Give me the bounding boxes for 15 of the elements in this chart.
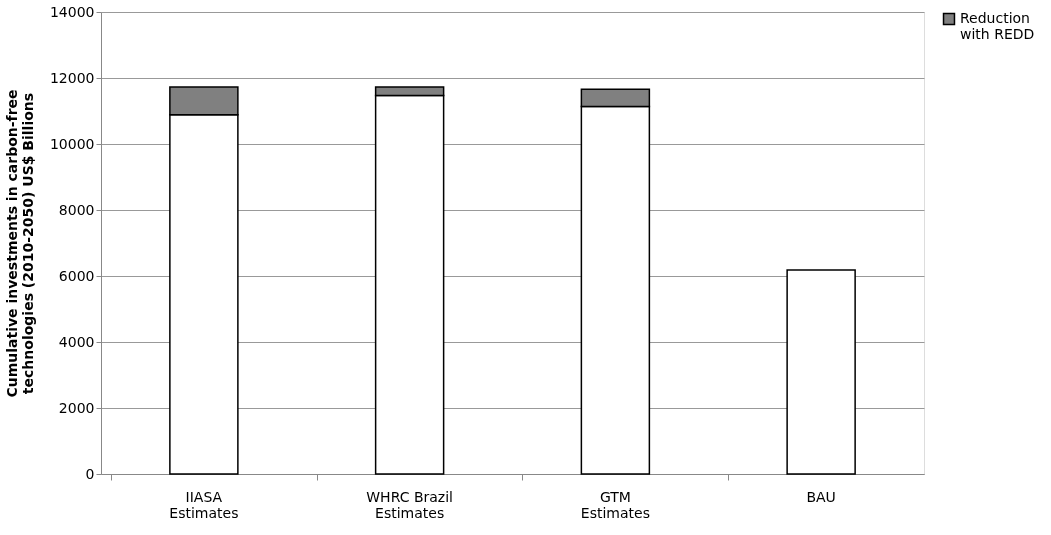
x-tick-label: IIASA Estimates (169, 488, 239, 521)
y-tick-label: 10000 (49, 135, 95, 152)
legend-label: Reduction with REDD (960, 10, 1035, 42)
y-tick-label: 12000 (49, 69, 95, 86)
x-tick-label: WHRC Brazil Estimates (366, 488, 453, 521)
y-tick-label: 4000 (58, 333, 95, 350)
y-tick-label: 2000 (58, 399, 95, 416)
x-tick-label: GTM Estimates (580, 488, 650, 521)
y-tick-label: 14000 (49, 3, 95, 20)
bar (786, 269, 856, 475)
y-tick-label: 0 (85, 465, 95, 482)
y-tick-label: 6000 (58, 267, 95, 284)
y-tick-label: 8000 (58, 201, 95, 218)
x-tick-label: BAU (806, 488, 836, 505)
y-axis-title: Cumulative investments in carbon-free technologies (2010-2050) US$ Billions (3, 89, 36, 398)
